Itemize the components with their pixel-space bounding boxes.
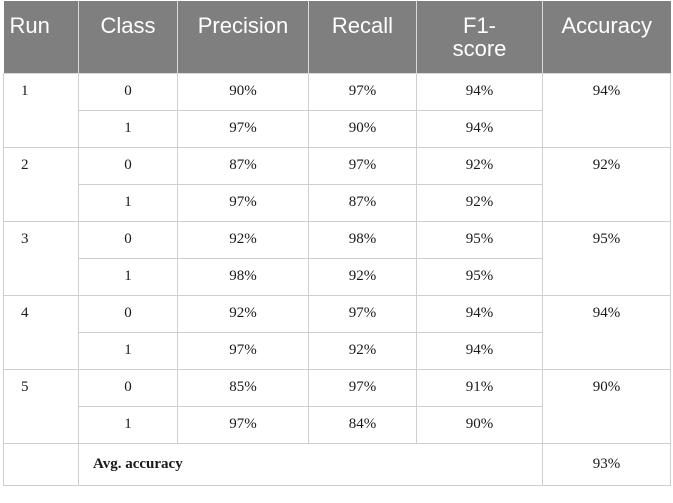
precision-cell: 97% (177, 183, 309, 222)
table-row: 5 0 85% 97% 91% 90% (3, 368, 671, 444)
header-accuracy: Accuracy (542, 1, 671, 74)
table-row: 1 98% 92% 95% (4, 257, 671, 296)
f1-cell: 90% (416, 405, 543, 444)
run-cell: 4 (3, 294, 79, 370)
f1-cell: 95% (416, 257, 543, 296)
run-cell: 3 (3, 220, 79, 296)
precision-cell: 92% (177, 294, 309, 333)
class-cell: 0 (78, 146, 178, 185)
class-cell: 1 (78, 109, 178, 148)
recall-cell: 92% (308, 331, 417, 370)
table-row: 1 0 90% 97% 94% 94% (3, 72, 671, 148)
table-row: 3 0 92% 98% 95% 95% (3, 220, 671, 296)
run-cell: 1 (3, 72, 79, 148)
recall-cell: 97% (308, 368, 417, 407)
class-cell: 0 (78, 220, 178, 259)
header-f1-line1: F1- (463, 13, 496, 38)
header-recall: Recall (308, 1, 417, 74)
recall-cell: 97% (308, 146, 417, 185)
precision-cell: 87% (177, 146, 309, 185)
class-cell: 0 (78, 368, 178, 407)
class-cell: 1 (78, 331, 178, 370)
precision-cell: 97% (177, 331, 309, 370)
f1-cell: 95% (416, 220, 543, 259)
class-cell: 0 (78, 72, 178, 111)
table-row: 1 97% 92% 94% (4, 331, 671, 370)
run-cell: 5 (3, 368, 79, 444)
recall-cell: 87% (308, 183, 417, 222)
class-cell: 1 (78, 183, 178, 222)
recall-cell: 98% (308, 220, 417, 259)
accuracy-cell: 95% (542, 220, 671, 296)
accuracy-cell: 94% (542, 72, 671, 148)
table-row: 1 97% 84% 90% (4, 405, 671, 444)
results-table: Run Class Precision Recall F1- score Acc… (3, 1, 671, 486)
f1-cell: 94% (416, 294, 543, 333)
table-row: 4 0 92% 97% 94% 94% (3, 294, 671, 370)
header-row: Run Class Precision Recall F1- score Acc… (3, 1, 671, 74)
recall-cell: 97% (308, 294, 417, 333)
recall-cell: 92% (308, 257, 417, 296)
class-cell: 1 (78, 405, 178, 444)
recall-cell: 84% (308, 405, 417, 444)
f1-cell: 94% (416, 331, 543, 370)
accuracy-cell: 90% (542, 368, 671, 444)
header-f1-line2: score (452, 36, 507, 61)
table-header: Run Class Precision Recall F1- score Acc… (3, 1, 671, 74)
table-row: 1 97% 87% 92% (4, 183, 671, 222)
table-body: 1 0 90% 97% 94% 94% 1 97% 90% 94% 2 0 87… (3, 72, 671, 486)
precision-cell: 97% (177, 109, 309, 148)
header-f1-score: F1- score (416, 1, 543, 74)
header-precision: Precision (177, 1, 309, 74)
header-class: Class (78, 1, 178, 74)
precision-cell: 97% (177, 405, 309, 444)
precision-cell: 98% (177, 257, 309, 296)
f1-cell: 94% (416, 109, 543, 148)
table-row: 2 0 87% 97% 92% 92% (3, 146, 671, 222)
avg-empty-cell (3, 442, 79, 486)
accuracy-cell: 92% (542, 146, 671, 222)
avg-accuracy-label: Avg. accuracy (78, 442, 543, 486)
recall-cell: 90% (308, 109, 417, 148)
class-cell: 0 (78, 294, 178, 333)
accuracy-cell: 94% (542, 294, 671, 370)
class-cell: 1 (78, 257, 178, 296)
run-cell: 2 (3, 146, 79, 222)
f1-cell: 92% (416, 183, 543, 222)
avg-accuracy-value: 93% (542, 442, 671, 486)
f1-cell: 92% (416, 146, 543, 185)
precision-cell: 92% (177, 220, 309, 259)
avg-accuracy-row: Avg. accuracy 93% (3, 442, 671, 486)
f1-cell: 94% (416, 72, 543, 111)
precision-cell: 85% (177, 368, 309, 407)
recall-cell: 97% (308, 72, 417, 111)
precision-cell: 90% (177, 72, 309, 111)
f1-cell: 91% (416, 368, 543, 407)
header-run: Run (3, 1, 79, 74)
